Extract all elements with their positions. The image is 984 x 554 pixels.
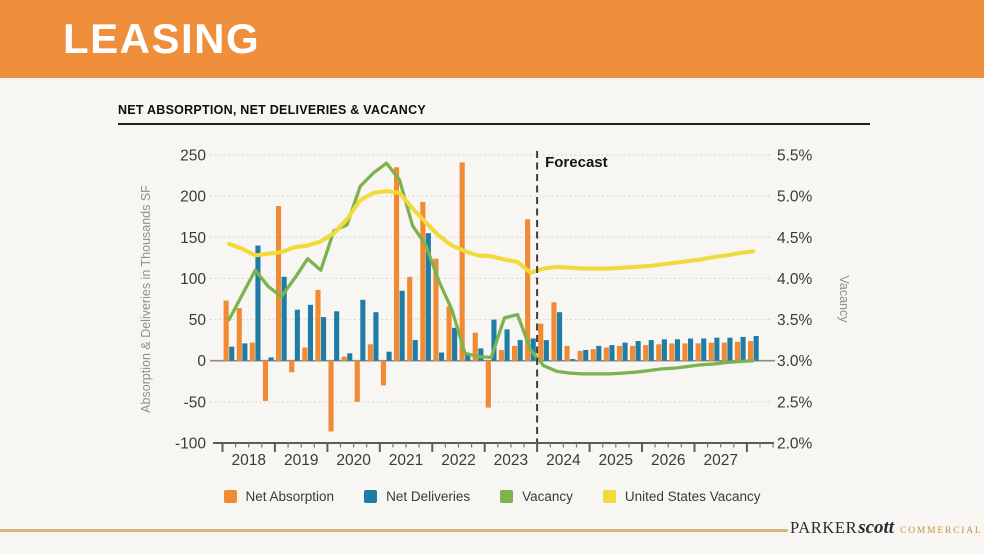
parker-scott-commercial-logo: PARKER scott COMMERCIAL — [790, 517, 982, 539]
x-tick-label: 2023 — [494, 452, 528, 469]
x-tick-label: 2019 — [284, 452, 318, 469]
line-vacancy — [227, 161, 756, 376]
y-tick-label-left: 250 — [180, 148, 206, 165]
legend-swatch-net-deliveries — [364, 490, 378, 503]
y-tick-label-right: 2.5% — [777, 394, 813, 411]
legend-swatch-vacancy — [500, 490, 514, 503]
logo-text-scott: scott — [858, 517, 895, 538]
x-tick-label: 2021 — [389, 452, 423, 469]
y-tick-label-right: 4.5% — [777, 230, 813, 247]
legend-label: United States Vacancy — [624, 489, 761, 504]
y-tick-label-right: 4.0% — [777, 271, 813, 288]
bars-net-absorption — [223, 162, 754, 432]
y-axis-left-labels: -100 -50 0 50 100 150 200 250 — [175, 148, 206, 453]
x-tick-label: 2018 — [231, 452, 265, 469]
logo-text-commercial: COMMERCIAL — [900, 526, 983, 536]
x-axis: 2018 2019 2020 2021 2022 2023 2024 2025 2026 2027 — [213, 442, 774, 469]
y-tick-label-right: 5.5% — [777, 148, 813, 165]
x-tick-label: 2025 — [599, 452, 633, 469]
legend-item-net-deliveries: Net Deliveries — [364, 489, 470, 504]
line-united-states-vacancy — [227, 189, 756, 275]
y-tick-label-right: 2.0% — [777, 436, 813, 453]
x-tick-label: 2022 — [441, 452, 475, 469]
legend-item-united-states-vacancy: United States Vacancy — [602, 489, 761, 504]
legend-label: Vacancy — [522, 489, 573, 504]
legend-item-vacancy: Vacancy — [500, 489, 573, 504]
legend-item-net-absorption: Net Absorption — [223, 489, 335, 504]
page-title: LEASING — [63, 15, 261, 62]
x-tick-label: 2024 — [546, 452, 581, 469]
legend-swatch-united-states-vacancy — [602, 490, 616, 503]
chart-legend: Net Absorption Net Deliveries Vacancy Unite… — [0, 489, 984, 504]
forecast-label: Forecast — [545, 154, 608, 171]
legend-label: Net Absorption — [245, 489, 335, 504]
y-tick-label-right: 3.5% — [777, 312, 813, 329]
left-axis-title: Absorption & Deliveries in Thousands SF — [139, 185, 153, 413]
chart-title: NET ABSORPTION, NET DELIVERIES & VACANCY — [118, 103, 870, 125]
y-tick-label-right: 5.0% — [777, 189, 813, 206]
legend-swatch-net-absorption — [223, 490, 237, 503]
x-tick-label: 2026 — [651, 452, 685, 469]
y-tick-label-right: 3.0% — [777, 353, 813, 370]
x-tick-label: 2020 — [336, 452, 371, 469]
page-header-banner: LEASING — [0, 0, 984, 78]
y-tick-label-left: 0 — [197, 353, 206, 370]
logo-text-parker: PARKER — [790, 518, 858, 537]
y-tick-label-left: -50 — [184, 394, 207, 411]
bars-net-deliveries — [229, 233, 759, 361]
y-tick-label-left: 100 — [180, 271, 206, 288]
y-tick-label-left: 50 — [189, 312, 207, 329]
x-tick-label: 2027 — [703, 452, 737, 469]
y-tick-label-left: 200 — [180, 189, 206, 206]
footer-divider-line — [0, 529, 788, 532]
y-tick-label-left: -100 — [175, 436, 206, 453]
y-tick-label-left: 150 — [180, 230, 206, 247]
right-axis-title: Vacancy — [837, 275, 851, 323]
legend-label: Net Deliveries — [386, 489, 471, 504]
y-axis-right-labels: 2.0% 2.5% 3.0% 3.5% 4.0% 4.5% 5.0% 5.5% — [777, 148, 813, 453]
